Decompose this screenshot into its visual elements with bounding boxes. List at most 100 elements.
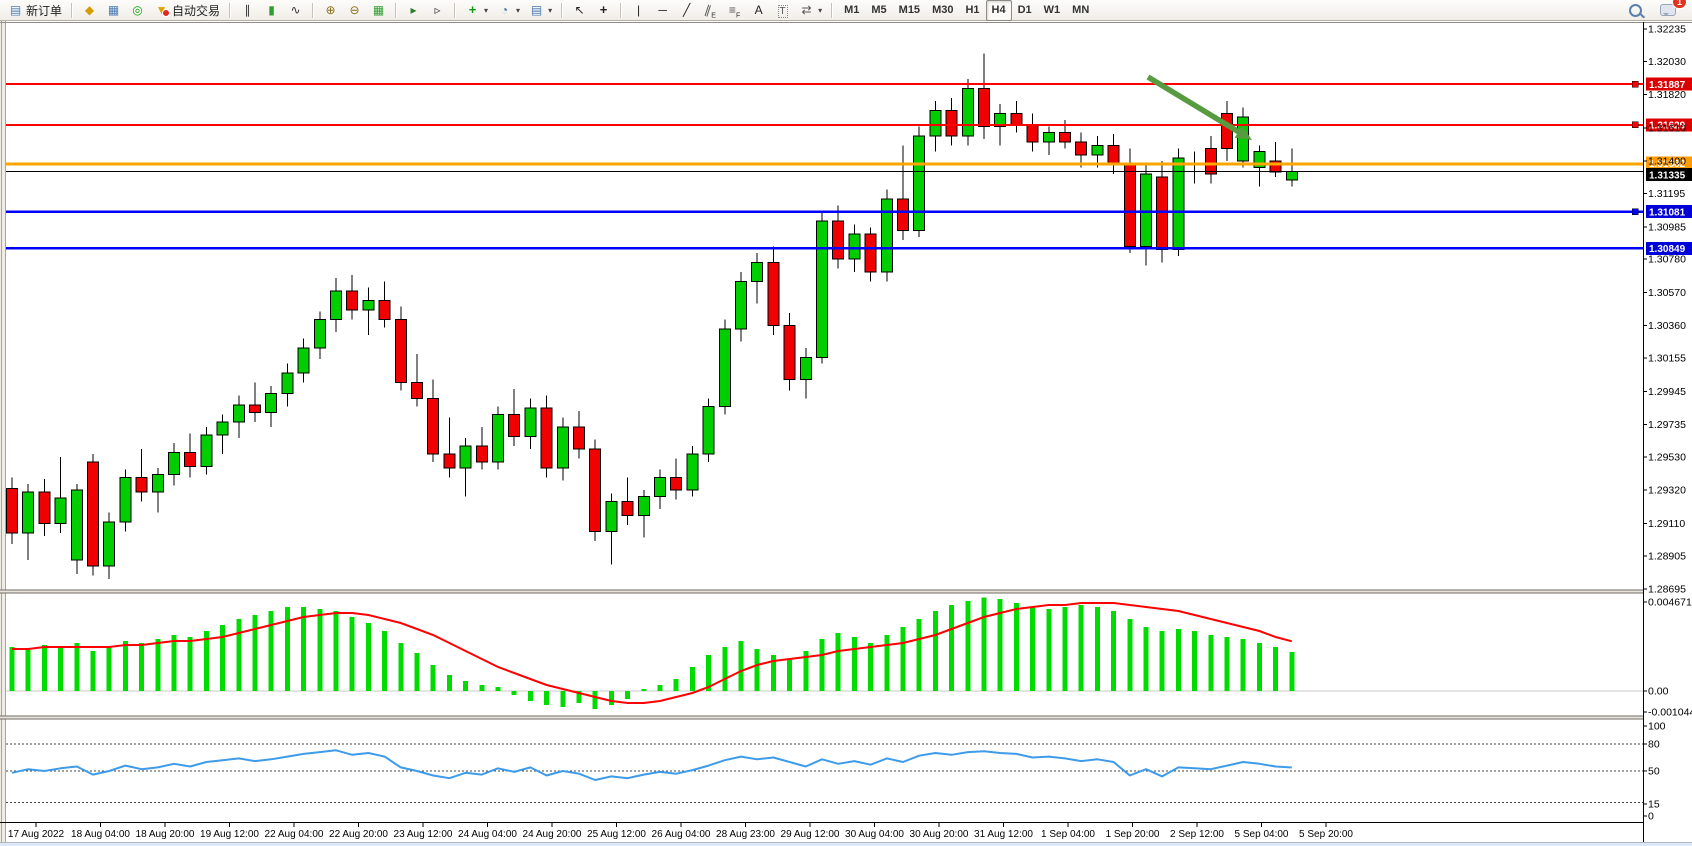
timeframe-mn[interactable]: MN	[1072, 4, 1090, 16]
macd-histogram-bar	[155, 639, 161, 691]
signals-button[interactable]: ◎	[126, 0, 149, 21]
price-tag[interactable]	[1646, 168, 1692, 181]
candlestick-icon: ▮	[268, 3, 275, 17]
fibonacci-button[interactable]: ≡F	[723, 0, 746, 21]
bar-chart-button[interactable]: ∥	[236, 0, 259, 21]
candle-body	[783, 325, 796, 380]
timeframe-h1[interactable]: H1	[965, 4, 980, 16]
rsi-axis-label: 0	[1648, 811, 1654, 823]
time-axis-label: 18 Aug 04:00	[71, 829, 130, 840]
chat-button[interactable]: 1	[1656, 0, 1687, 21]
candle-body	[961, 87, 974, 137]
templates-button[interactable]: ▤ ▾	[525, 0, 556, 21]
candle-body	[1010, 113, 1023, 126]
price-tag-value: 1.31887	[1649, 80, 1686, 91]
rsi-axis-label: 80	[1648, 739, 1660, 751]
horizontal-line-button[interactable]: ─	[651, 0, 674, 21]
line-handle[interactable]	[1631, 121, 1639, 129]
text-label-button[interactable]: T	[771, 0, 794, 21]
macd-histogram-bar	[1078, 605, 1084, 691]
hline-icon: ─	[658, 3, 667, 17]
candle-body	[362, 299, 375, 311]
tile-windows-button[interactable]: ▦	[367, 0, 390, 21]
toolbar: ▤ 新订单 ◆ ▦ ◎ ▼ 自动交易 ∥ ▮ ∿ ⊕ ⊖ ▦ ▸ ▹ + ▾ ◔ ▾ ▤ ▾ ↖ + | ─ ╱ ∥E ≡F A T ⇄ ▾ …	[0, 0, 1692, 21]
price-tag-value: 1.30849	[1649, 244, 1686, 255]
price-tag[interactable]	[1646, 156, 1692, 170]
macd-histogram-bar	[932, 611, 938, 691]
line-chart-button[interactable]: ∿	[284, 0, 307, 21]
timeframe-m30[interactable]: M30	[932, 4, 954, 16]
zoom-in-button[interactable]: ⊕	[319, 0, 342, 21]
price-tag[interactable]	[1646, 241, 1692, 255]
macd-histogram-bar	[398, 643, 404, 691]
periods-button[interactable]: ◔ ▾	[493, 0, 524, 21]
shapes-button[interactable]: ⇄ ▾	[795, 0, 826, 21]
macd-histogram-bar	[333, 611, 339, 691]
trend-arrow[interactable]	[1146, 74, 1240, 135]
chart-window-button[interactable]: ▦	[102, 0, 125, 21]
macd-histogram-bar	[1127, 619, 1133, 691]
candle-body	[1075, 141, 1088, 156]
timeframe-w1[interactable]: W1	[1043, 4, 1061, 16]
toolbar-separator	[454, 2, 457, 18]
autotrading-button[interactable]: ▼ 自动交易	[150, 0, 224, 21]
macd-histogram-bar	[1111, 611, 1117, 691]
time-axis-label: 17 Aug 2022	[8, 829, 65, 840]
candle-body	[929, 109, 942, 137]
timeframe-m15[interactable]: M15	[898, 4, 921, 16]
time-axis-label: 1 Sep 20:00	[1106, 829, 1160, 840]
search-button[interactable]	[1625, 0, 1646, 21]
timeframe-d1[interactable]: D1	[1017, 4, 1032, 16]
indicators-button[interactable]: + ▾	[461, 0, 492, 21]
auto-scroll-button[interactable]: ▸	[402, 0, 425, 21]
candle-body	[508, 413, 521, 437]
vertical-line-button[interactable]: |	[627, 0, 650, 21]
crosshair-button[interactable]: +	[592, 0, 615, 21]
pane-separator[interactable]	[0, 716, 1643, 719]
macd-histogram-bar	[1256, 643, 1262, 691]
price-axis-label: 1.29110	[1648, 518, 1685, 530]
price-tag[interactable]	[1646, 77, 1692, 91]
candle-body	[864, 233, 877, 273]
candle-body	[313, 318, 326, 349]
macd-histogram-bar	[1030, 607, 1036, 691]
macd-histogram-bar	[722, 647, 728, 691]
candle-body	[767, 261, 780, 327]
candle-body	[119, 477, 132, 523]
timeframe-m5[interactable]: M5	[871, 4, 887, 16]
signals-icon: ◎	[132, 3, 143, 17]
time-axis-label: 28 Aug 23:00	[716, 829, 775, 840]
equidistant-channel-button[interactable]: ∥E	[699, 0, 722, 21]
price-tag[interactable]	[1646, 118, 1692, 132]
zoom-out-button[interactable]: ⊖	[343, 0, 366, 21]
macd-histogram-bar	[997, 599, 1003, 691]
candlestick-chart-button[interactable]: ▮	[260, 0, 283, 21]
macd-signal-line	[12, 602, 1293, 704]
candle-body	[1285, 170, 1298, 181]
new-order-button[interactable]: ▤ 新订单	[4, 0, 66, 21]
pane-separator[interactable]	[0, 590, 1643, 593]
trendline-button[interactable]: ╱	[675, 0, 698, 21]
toolbar-separator	[831, 2, 834, 18]
time-axis-label: 24 Aug 20:00	[523, 829, 582, 840]
timeframe-m1[interactable]: M1	[844, 4, 860, 16]
line-handle[interactable]	[1631, 80, 1639, 88]
chart-shift-button[interactable]: ▹	[426, 0, 449, 21]
line-handle[interactable]	[1631, 208, 1639, 215]
candle-body	[702, 405, 715, 455]
timeframe-h4[interactable]: H4	[985, 0, 1012, 21]
chat-icon	[1660, 4, 1676, 16]
price-axis-label: 1.29320	[1648, 485, 1686, 497]
text-button[interactable]: A	[747, 0, 770, 21]
cursor-button[interactable]: ↖	[568, 0, 591, 21]
candle-body	[1091, 144, 1104, 156]
price-axis-label: 1.30570	[1648, 287, 1686, 299]
macd-histogram-bar	[511, 691, 517, 695]
price-tag[interactable]	[1646, 205, 1692, 219]
candle-body	[799, 356, 812, 380]
quotes-button[interactable]: ◆	[78, 0, 101, 21]
toolbar-left: ▤ 新订单 ◆ ▦ ◎ ▼ 自动交易 ∥ ▮ ∿ ⊕ ⊖ ▦ ▸ ▹ + ▾ ◔ ▾ ▤ ▾ ↖ + | ─ ╱ ∥E ≡F A T ⇄ ▾	[4, 0, 837, 21]
chart-area: ▼ USDCAD-,H4 1.31415 1.31460 1.31335 1.3…	[0, 21, 1692, 846]
time-axis-label: 30 Aug 04:00	[845, 829, 904, 840]
trend-arrow-head[interactable]	[1234, 125, 1252, 140]
